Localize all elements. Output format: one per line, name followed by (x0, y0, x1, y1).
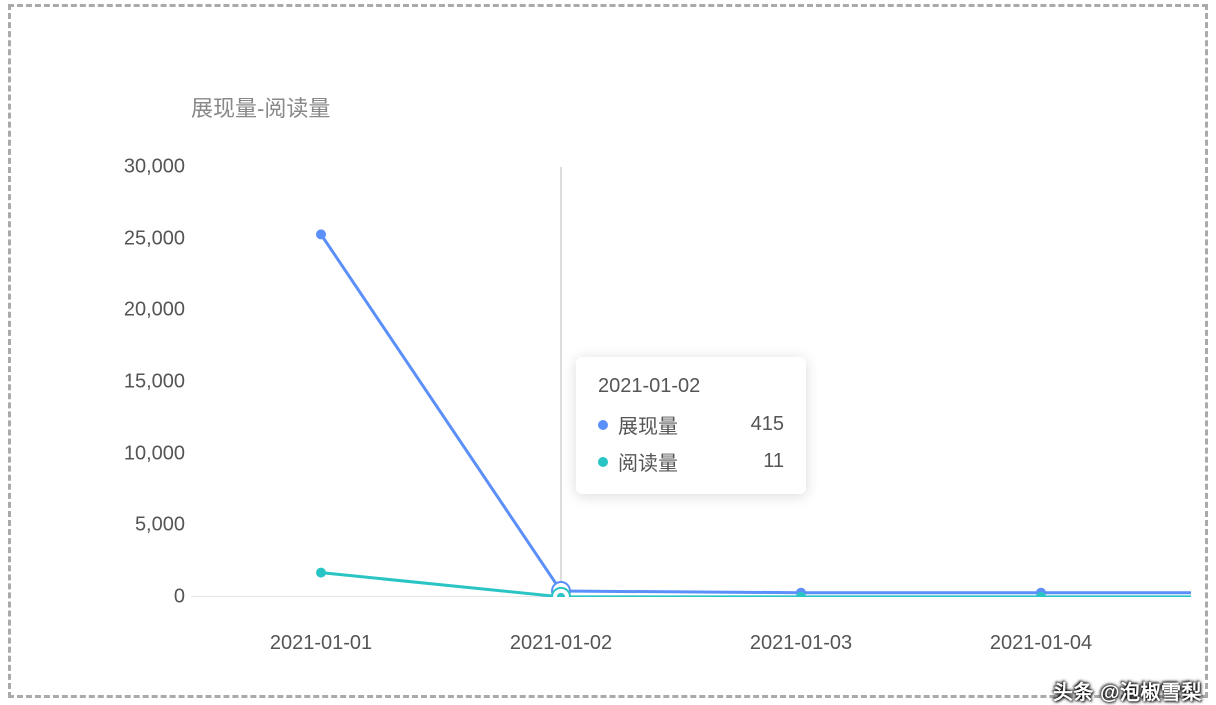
tooltip-series-value: 11 (763, 450, 784, 473)
tooltip-row: 阅读量 11 (598, 447, 784, 476)
tooltip-row: 展现量 415 (598, 410, 784, 439)
series-marker[interactable] (316, 229, 326, 239)
tooltip-dot-icon (598, 420, 608, 430)
y-tick-label: 5,000 (105, 514, 185, 537)
y-tick-label: 20,000 (105, 299, 185, 322)
y-tick-label: 15,000 (105, 371, 185, 394)
tooltip-title: 2021-01-02 (598, 375, 784, 398)
watermark-text: 头条 @泡椒雪梨 (1053, 676, 1202, 705)
chart-tooltip: 2021-01-02 展现量 415 阅读量 11 (576, 357, 806, 494)
chart-title: 展现量-阅读量 (191, 91, 330, 123)
x-tick-label: 2021-01-02 (510, 632, 612, 655)
tooltip-series-label: 阅读量 (618, 447, 678, 476)
y-tick-label: 30,000 (105, 156, 185, 179)
y-tick-label: 10,000 (105, 442, 185, 465)
y-tick-label: 0 (105, 586, 185, 609)
y-tick-label: 25,000 (105, 227, 185, 250)
x-tick-label: 2021-01-03 (750, 632, 852, 655)
series-marker[interactable] (316, 568, 326, 578)
x-tick-label: 2021-01-04 (990, 632, 1092, 655)
tooltip-series-label: 展现量 (618, 410, 678, 439)
tooltip-series-value: 415 (751, 413, 784, 436)
tooltip-dot-icon (598, 457, 608, 467)
chart-container: 展现量-阅读量 0 5,000 10,000 15,000 20,000 25,000 30… (8, 4, 1208, 698)
x-tick-label: 2021-01-01 (270, 632, 372, 655)
